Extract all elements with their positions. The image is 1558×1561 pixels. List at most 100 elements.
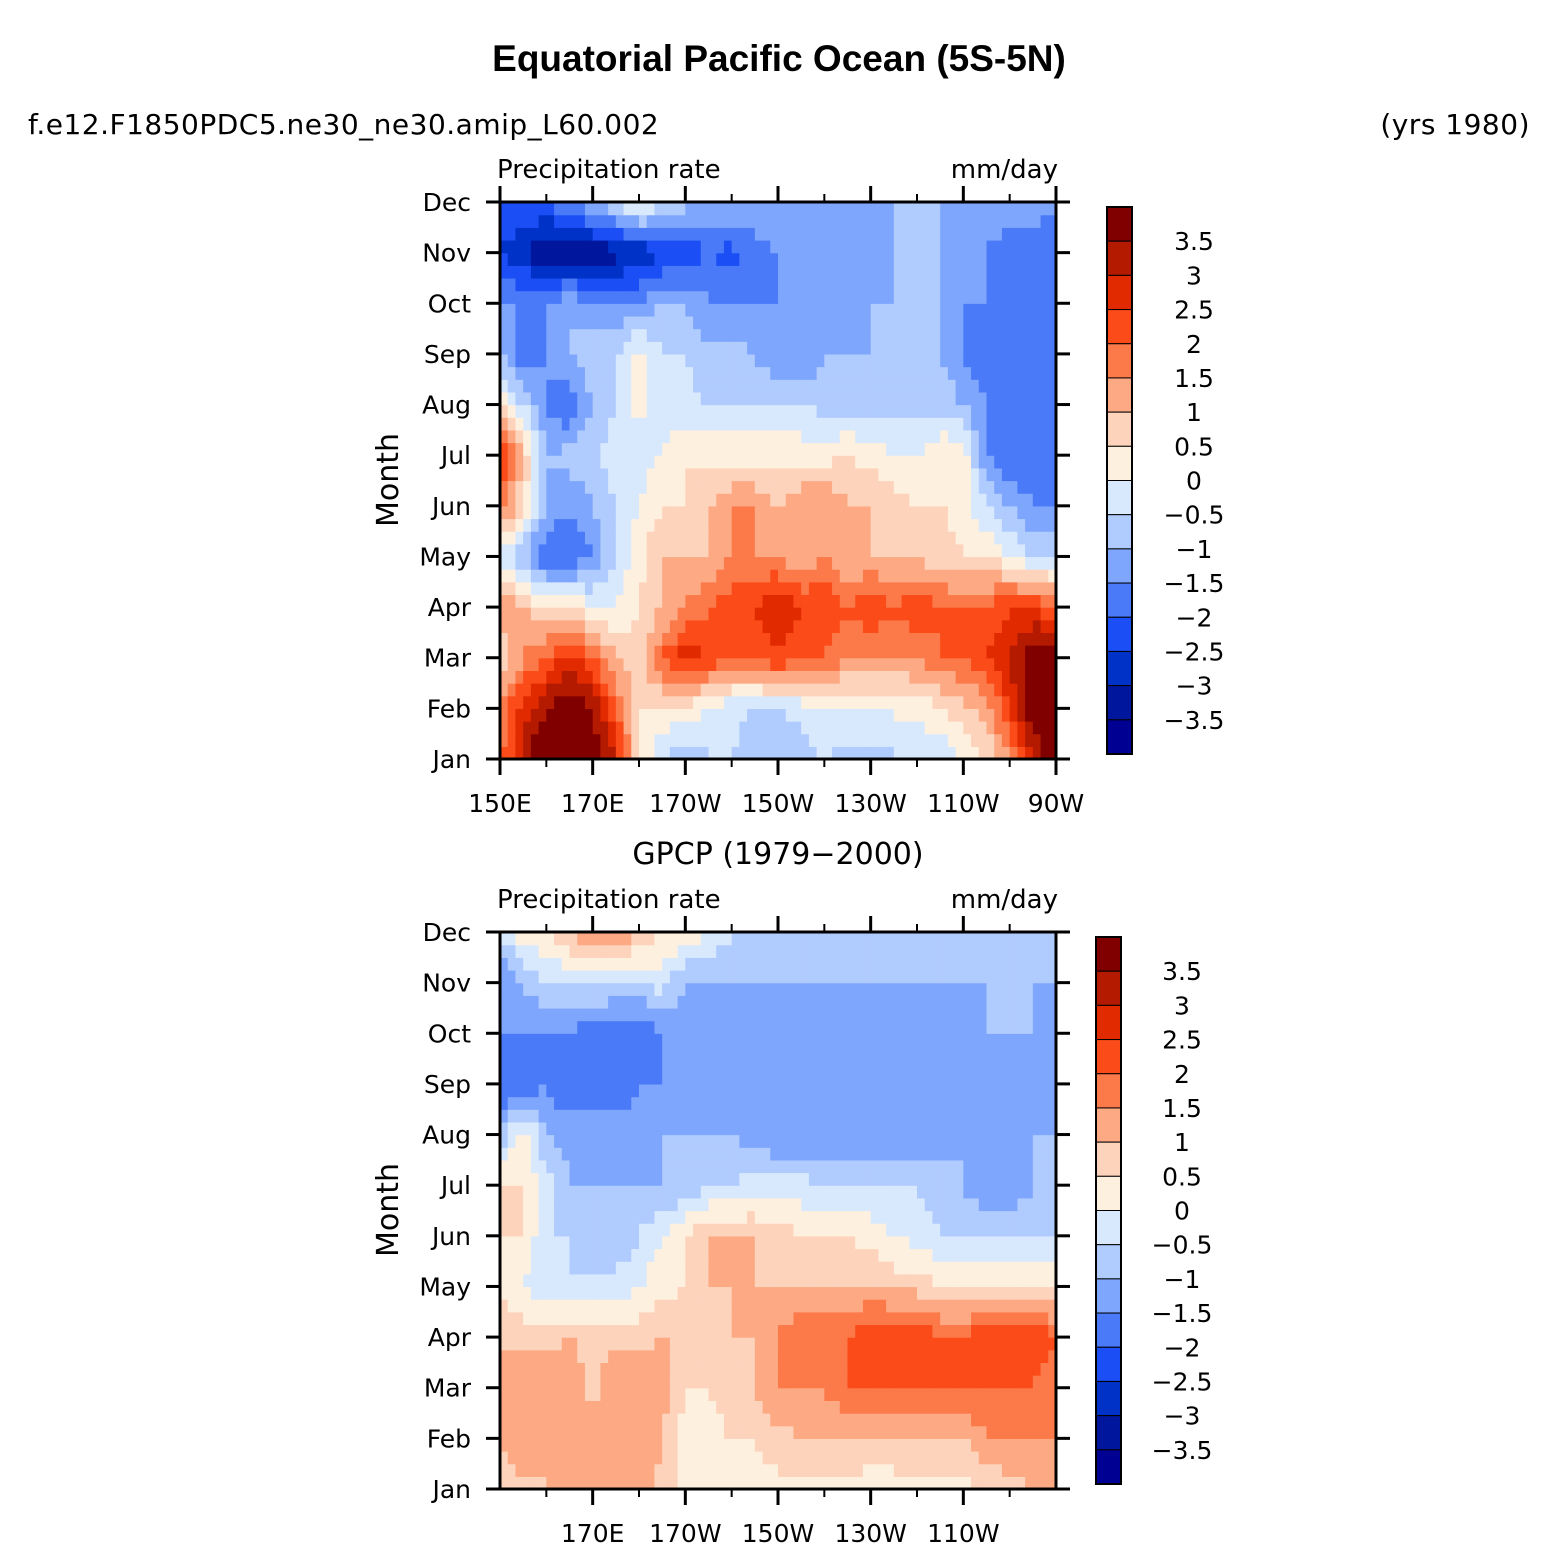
y-tick-label: Jan [430, 745, 471, 774]
contour-cell [584, 1299, 594, 1313]
contour-cell [569, 543, 578, 558]
contour-cell [631, 202, 640, 216]
contour-cell [808, 328, 818, 342]
contour-cell [832, 1413, 841, 1427]
contour-cell [1001, 505, 1011, 520]
contour-cell [824, 1248, 833, 1262]
contour-cell [623, 1387, 632, 1401]
contour-cell [924, 1362, 934, 1376]
contour-cell [924, 442, 934, 456]
contour-cell [515, 543, 524, 558]
contour-cell [855, 1235, 864, 1250]
contour-cell [538, 265, 547, 279]
contour-cell [932, 1311, 941, 1326]
contour-cell [631, 695, 640, 709]
contour-cell [878, 632, 887, 646]
contour-cell [592, 733, 601, 747]
contour-cell [600, 657, 609, 671]
contour-cell [909, 683, 918, 697]
contour-cell [924, 1324, 934, 1338]
contour-cell [739, 1451, 748, 1465]
contour-cell [862, 1375, 872, 1389]
contour-cell [600, 556, 609, 570]
contour-cell [615, 1273, 625, 1288]
contour-cell [615, 1387, 625, 1401]
contour-cell [816, 708, 825, 722]
contour-cell [639, 619, 648, 634]
contour-cell [870, 1413, 879, 1427]
contour-cell [654, 341, 663, 355]
contour-cell [608, 645, 617, 659]
contour-cell [523, 252, 532, 266]
contour-cell [870, 607, 879, 621]
contour-cell [1009, 746, 1018, 760]
contour-cell [847, 607, 856, 621]
contour-cell [816, 1223, 825, 1237]
contour-cell [561, 265, 571, 279]
contour-cell [1048, 657, 1057, 671]
contour-cell [677, 1413, 686, 1427]
contour-cell [631, 1438, 640, 1452]
contour-cell [1009, 531, 1018, 545]
contour-cell [955, 607, 964, 621]
contour-cell [731, 467, 740, 482]
contour-cell [507, 1413, 517, 1427]
contour-cell [762, 1476, 771, 1490]
contour-cell [639, 594, 648, 608]
contour-cell [500, 1311, 509, 1326]
contour-cell [662, 1185, 671, 1199]
contour-cell [1017, 455, 1026, 469]
contour-cell [561, 480, 571, 494]
contour-cell [801, 1273, 810, 1288]
contour-cell [546, 239, 555, 254]
contour-cell [577, 202, 586, 216]
contour-cell [615, 227, 625, 241]
contour-cell [615, 417, 625, 431]
contour-cell [971, 581, 980, 596]
contour-cell [1017, 315, 1026, 330]
contour-cell [700, 379, 710, 393]
contour-cell [986, 391, 995, 406]
contour-cell [801, 303, 810, 317]
contour-cell [1032, 645, 1042, 659]
contour-cell [747, 1248, 756, 1262]
contour-cell [600, 1185, 609, 1199]
contour-cell [963, 265, 972, 279]
contour-cell [901, 1248, 910, 1262]
contour-cell [808, 632, 818, 646]
contour-cell [577, 1210, 586, 1224]
contour-cell [723, 1362, 733, 1376]
contour-cell [1009, 594, 1018, 608]
contour-cell [631, 1185, 640, 1199]
contour-cell [639, 746, 648, 760]
contour-cell [917, 721, 926, 735]
contour-cell [662, 721, 671, 735]
contour-cell [971, 632, 980, 646]
contour-cell [530, 417, 540, 431]
contour-cell [855, 1223, 864, 1237]
contour-cell [816, 252, 825, 266]
colorbar-label: −3.5 [1164, 706, 1225, 735]
x-tick-label: 130W [834, 789, 906, 818]
contour-cell [600, 315, 609, 330]
contour-cell [623, 569, 632, 583]
y-tick-label: Oct [428, 289, 471, 318]
contour-cell [924, 1299, 934, 1313]
contour-cell [862, 1286, 872, 1300]
contour-cell [909, 1362, 918, 1376]
contour-cell [731, 1337, 740, 1351]
contour-cell [901, 1299, 910, 1313]
contour-cell [878, 455, 887, 469]
contour-cell [1040, 265, 1049, 279]
contour-cell [986, 581, 995, 596]
contour-cell [515, 695, 524, 709]
contour-cell [1032, 632, 1042, 646]
contour-cell [723, 1451, 733, 1465]
contour-cell [770, 1425, 779, 1439]
contour-cell [847, 708, 856, 722]
contour-cell [940, 645, 949, 659]
contour-cell [546, 1223, 555, 1237]
contour-cell [669, 493, 679, 507]
contour-cell [778, 227, 787, 241]
contour-cell [592, 366, 601, 380]
